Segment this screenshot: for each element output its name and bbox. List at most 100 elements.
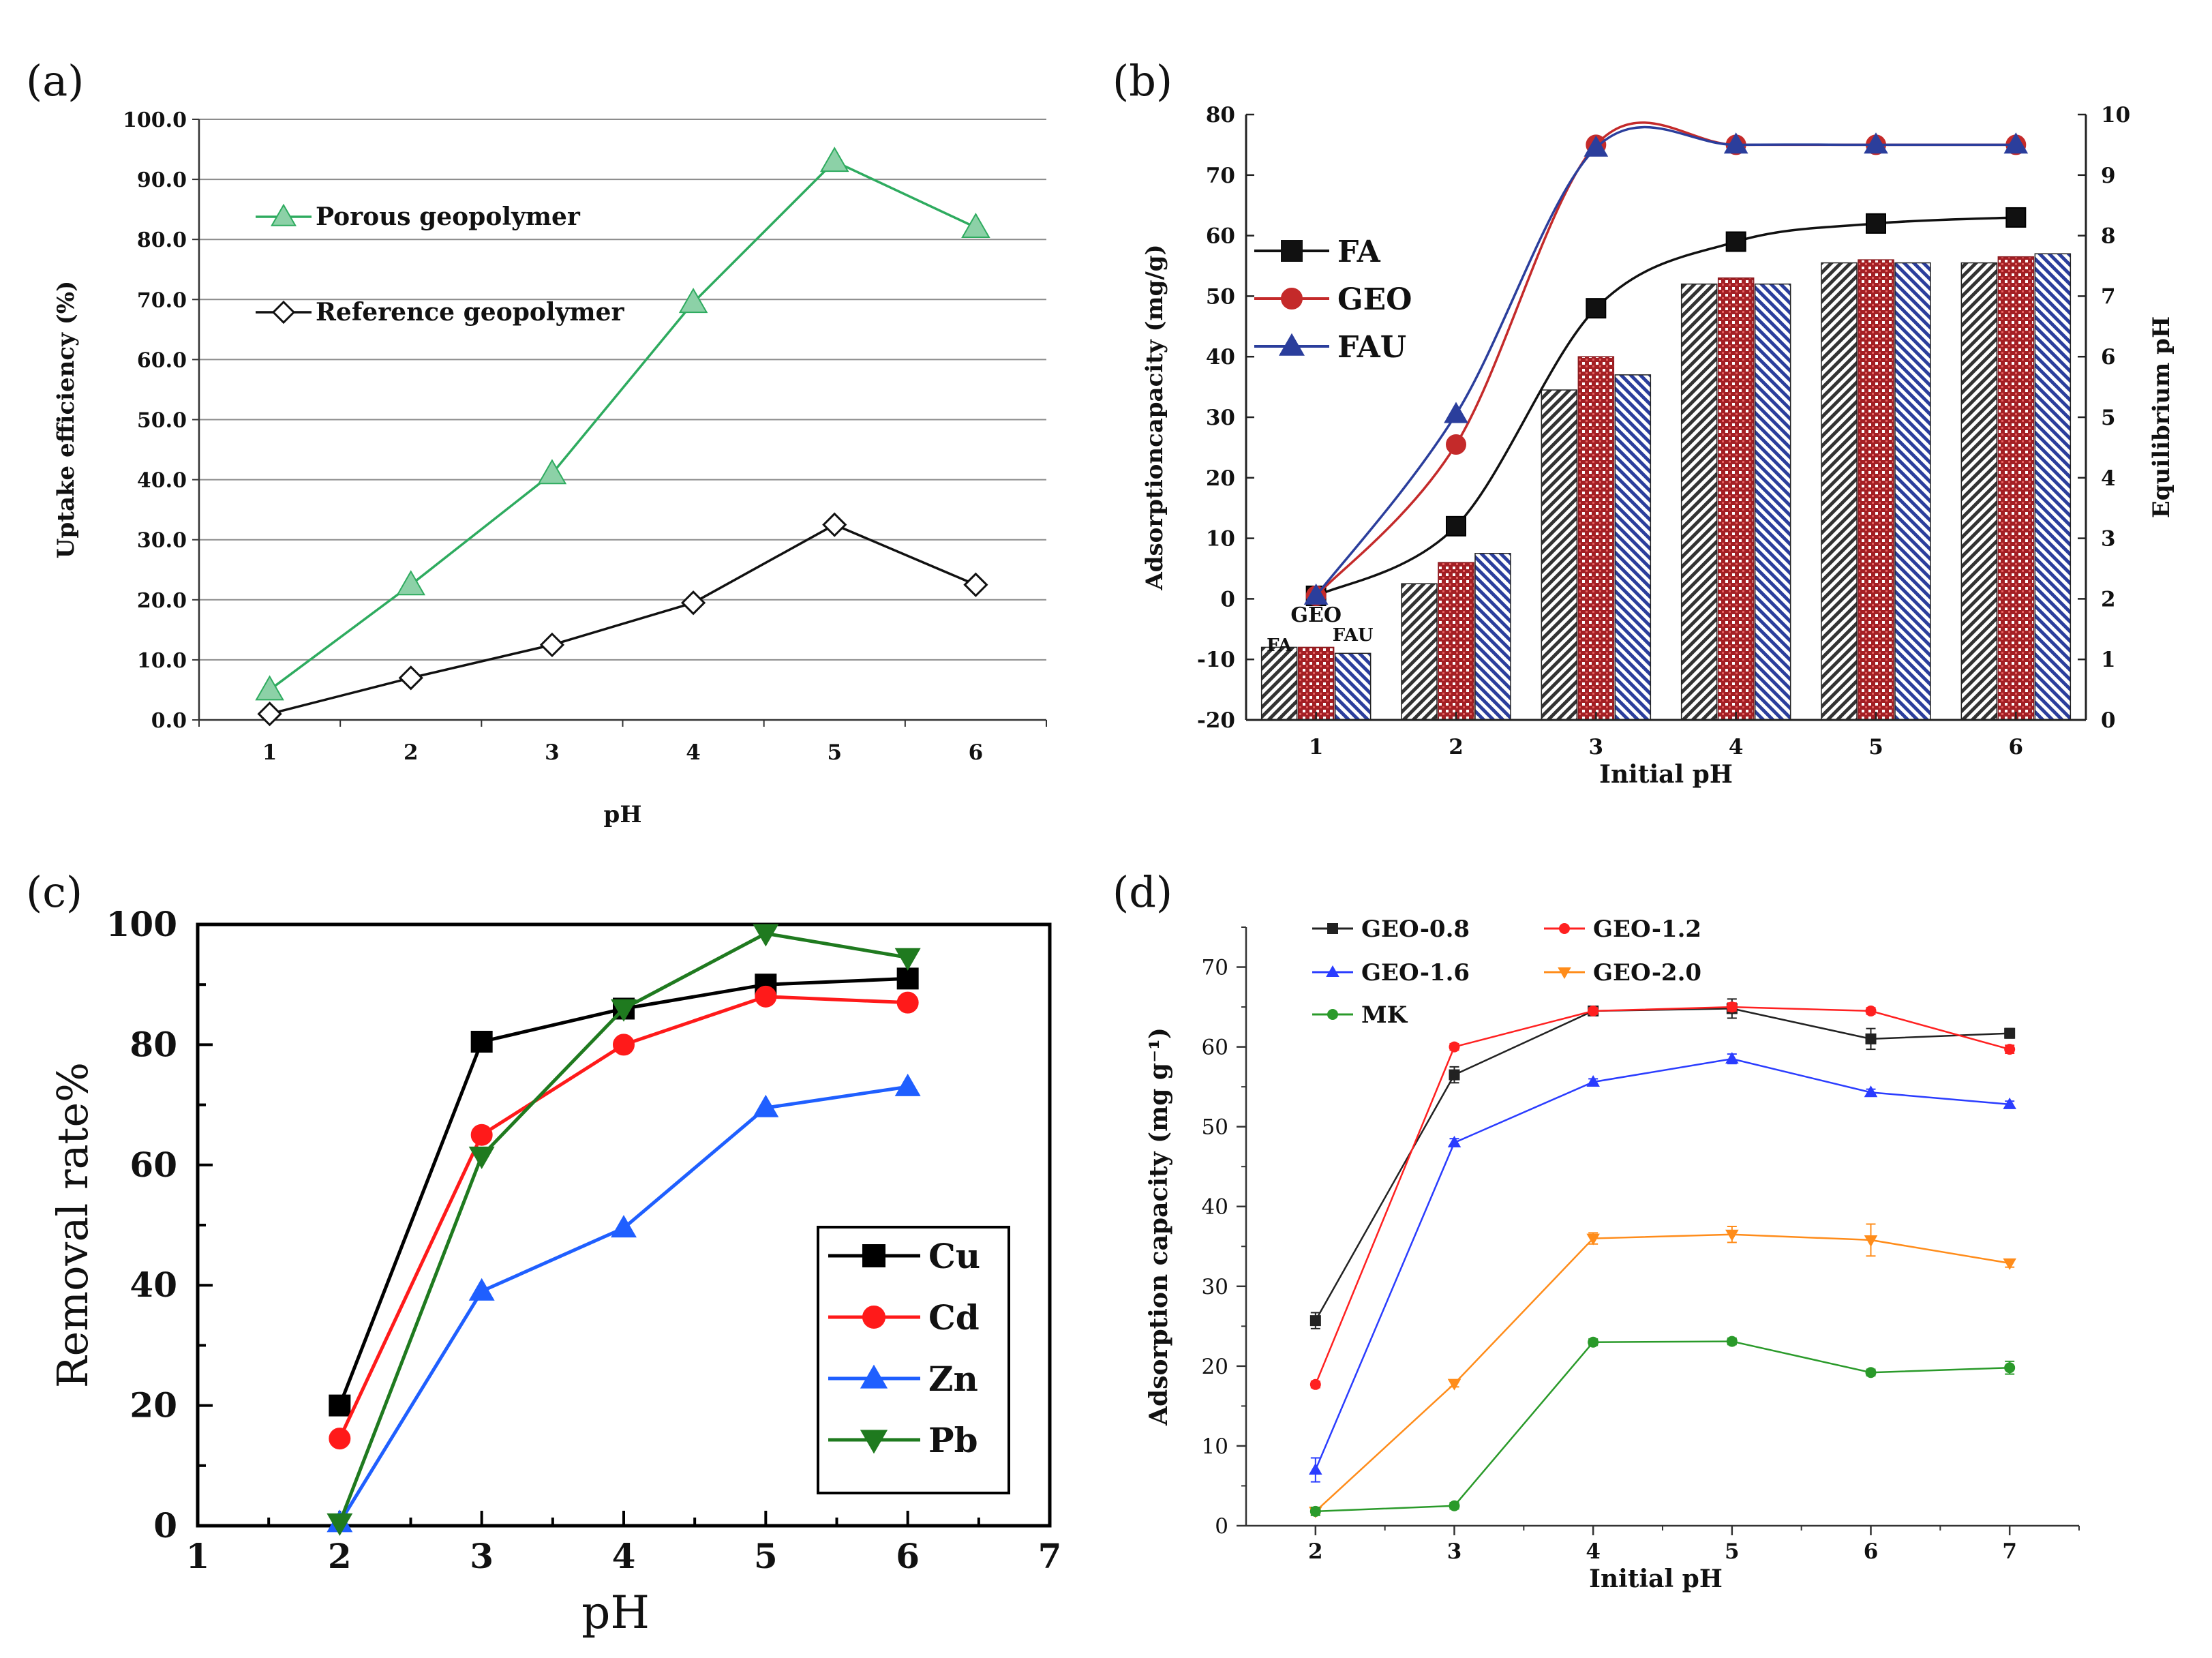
data-point-2-5 [2003, 1097, 2016, 1109]
x-tick-label: 7 [2002, 1539, 2017, 1564]
data-point-1-5 [963, 572, 988, 597]
y-tick-label: 50 [1206, 284, 1235, 309]
bar-1-5 [1997, 256, 2035, 721]
y2-tick-label: 6 [2101, 345, 2116, 370]
y-tick-label: 80.0 [137, 228, 187, 252]
data-point-0-4 [1866, 213, 1886, 234]
x-tick-label: 7 [1038, 1536, 1062, 1576]
legend-marker [1559, 923, 1570, 934]
data-point-0-3 [1725, 231, 1746, 252]
series-line-0 [1314, 1008, 2010, 1321]
y-tick-label: 30 [1202, 1275, 1228, 1299]
data-point-3-2 [611, 999, 637, 1022]
data-point-1-4 [1865, 1005, 1877, 1016]
x-tick-label: 2 [1308, 1539, 1323, 1564]
y-tick-label: 50 [1202, 1115, 1228, 1140]
legend-marker [860, 1364, 888, 1389]
bar-1-4 [1858, 259, 1894, 721]
x-tick-label: 2 [1449, 735, 1464, 759]
legend-marker [1279, 333, 1305, 356]
y-tick-label: 80 [1206, 103, 1235, 127]
x-tick-label: 3 [1447, 1539, 1462, 1564]
series-line-1 [1314, 1006, 2010, 1385]
y2-tick-label: 1 [2101, 648, 2116, 672]
data-point-2-2 [1584, 135, 1609, 157]
y-tick-label: 40 [1202, 1195, 1228, 1220]
bar-0-1 [1401, 583, 1438, 721]
legend-marker [862, 1244, 885, 1267]
data-point-1-1 [470, 1124, 493, 1146]
legend-label: Pb [928, 1420, 978, 1460]
data-point-0-5 [961, 213, 990, 239]
data-point-3-3 [753, 924, 779, 947]
data-point-2-0 [1309, 1462, 1322, 1475]
panel-label-b: (b) [1112, 56, 1172, 106]
y2-axis-label: Equilibrium pH [2148, 316, 2175, 518]
data-point-3-3 [1725, 1229, 1739, 1241]
y-axis-label: Removal rate% [48, 1062, 97, 1388]
legend-label: FAU [1337, 330, 1406, 365]
panel-d: (d) 0 10 20 30 40 50 60 70 2 3 4 5 6 7 Initial pH Adsorp… [1112, 867, 2080, 1593]
data-point-2-3 [1723, 132, 1748, 154]
data-point-2-2 [1586, 1075, 1600, 1087]
x-tick-label: 2 [328, 1536, 352, 1576]
x-tick-label: 4 [612, 1536, 636, 1576]
bar-1-0 [1297, 646, 1335, 721]
bar-2-3 [1754, 283, 1791, 721]
x-tick-label: 3 [1589, 735, 1604, 759]
y-tick-label: 30 [1206, 406, 1235, 430]
data-point-4-0 [1309, 1505, 1321, 1517]
data-point-0-1 [1449, 1069, 1460, 1081]
data-point-3-4 [1864, 1235, 1878, 1247]
data-point-0-2 [1586, 298, 1607, 319]
legend-marker [860, 1430, 888, 1454]
data-point-2-3 [753, 1094, 779, 1117]
x-axis-label: pH [581, 1586, 650, 1639]
bar-0-2 [1541, 389, 1578, 721]
y-tick-label: 60 [1202, 1036, 1228, 1060]
series-line-1 [269, 523, 977, 715]
data-point-4-5 [2004, 1362, 2016, 1374]
legend-marker [271, 203, 297, 226]
y-tick-label: 80 [130, 1024, 177, 1064]
x-tick-label: 6 [896, 1536, 920, 1576]
data-point-3-4 [894, 948, 921, 971]
y-tick-label: 50.0 [137, 409, 187, 433]
y-tick-label: 40 [130, 1265, 177, 1305]
x-axis-label: pH [604, 801, 642, 828]
panel-label-a: (a) [26, 56, 84, 106]
y2-tick-label: 2 [2101, 587, 2116, 612]
data-point-1-3 [1726, 1001, 1738, 1013]
bar-0-4 [1821, 262, 1858, 721]
y2-tick-label: 5 [2101, 406, 2116, 430]
series-line-3 [1314, 1233, 2010, 1512]
y-axis-label: Adsorptioncapacity (mg/g) [1141, 244, 1168, 590]
bar-2-4 [1894, 262, 1931, 721]
legend-marker [1327, 923, 1338, 934]
x-tick-label: 5 [827, 740, 842, 765]
x-tick-label: 4 [1729, 735, 1744, 759]
series-line-2 [1314, 1057, 2010, 1471]
bar-0-0 [1260, 646, 1298, 721]
x-tick-label: 5 [754, 1536, 778, 1576]
data-point-0-5 [2004, 1027, 2016, 1039]
bar-0-3 [1680, 283, 1718, 721]
y2-tick-label: 9 [2101, 164, 2116, 188]
y-axis-label: Adsorption capacity (mg g⁻¹) [1145, 1027, 1173, 1426]
data-point-0-5 [2005, 207, 2027, 228]
x-tick-label: 1 [262, 740, 277, 765]
x-tick-label: 3 [545, 740, 560, 765]
bar-0-5 [1960, 262, 1998, 721]
legend-marker [1281, 240, 1303, 262]
legend-marker [862, 1306, 885, 1329]
y2-tick-label: 7 [2101, 284, 2116, 309]
data-point-0-1 [470, 1030, 493, 1053]
x-axis-label: Initial pH [1589, 1565, 1723, 1593]
x-tick-label: 5 [1725, 1539, 1740, 1564]
x-tick-label: 1 [186, 1536, 210, 1576]
y2-tick-label: 4 [2101, 466, 2116, 491]
data-point-0-0 [255, 675, 284, 701]
data-point-1-2 [1588, 1005, 1599, 1016]
legend-marker [1326, 965, 1339, 977]
